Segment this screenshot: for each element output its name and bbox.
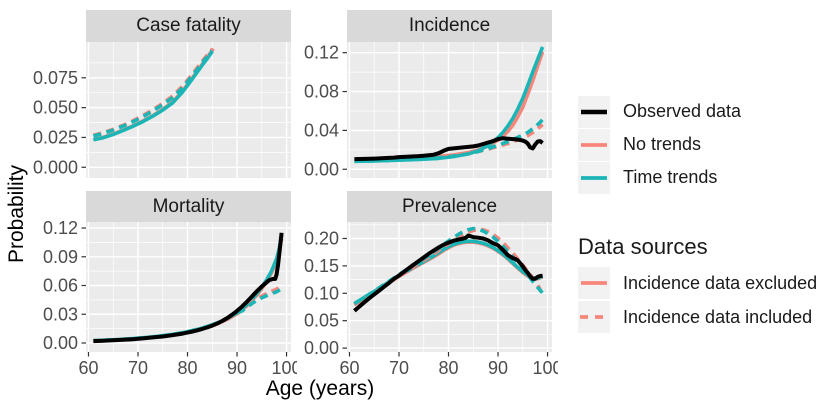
facet-strip-incidence: Incidence <box>347 10 552 42</box>
x-tick-label: 90 <box>227 358 247 378</box>
x-tick-label: 60 <box>339 358 359 378</box>
series-line-observed-data <box>353 233 543 313</box>
legend-data-sources-title: Data sources <box>578 234 708 259</box>
legend-key-dashed-line <box>578 301 610 333</box>
plot-panel-mortality: 0.00 0.03 0.06 0.09 0.12 60 70 80 90 100 <box>43 218 297 378</box>
y-tick-label: 0.09 <box>43 247 78 267</box>
y-tick-label: 0.20 <box>304 228 339 248</box>
y-tick-label: 0.050 <box>33 98 78 118</box>
facet-strip-label: Prevalence <box>401 195 498 217</box>
x-tick-label: 60 <box>78 358 98 378</box>
x-tick-label: 70 <box>128 358 148 378</box>
y-tick-label: 0.03 <box>43 304 78 324</box>
facet-strip-prevalence: Prevalence <box>347 191 552 222</box>
y-tick-label: 0.06 <box>43 276 78 296</box>
legend-item-observed-data: Observed data <box>578 95 741 128</box>
y-tick-label: 0.00 <box>43 333 78 353</box>
no-trends-line-icon <box>581 142 607 147</box>
legend-label: Incidence data excluded <box>623 272 818 293</box>
y-tick-label: 0.12 <box>304 43 339 63</box>
x-tick-label: 70 <box>389 358 409 378</box>
x-tick-label: 80 <box>438 358 458 378</box>
y-tick-label: 0.000 <box>33 157 78 177</box>
legend-item-time-trends: Time trends <box>578 161 741 194</box>
legend-label: Time trends <box>623 167 718 187</box>
legend-item-incidence-included: Incidence data included <box>578 300 817 334</box>
legend-key-no-trends <box>578 128 610 161</box>
legend-item-no-trends: No trends <box>578 128 741 161</box>
x-tick-label: 100 <box>533 358 558 378</box>
solid-line-icon <box>581 281 607 285</box>
facet-strip-case-fatality: Case fatality <box>86 10 291 42</box>
legend-models: Observed data No trends Time trends <box>578 95 741 194</box>
legend-label: Incidence data included <box>623 306 813 327</box>
series-line-observed-data <box>354 136 544 162</box>
y-tick-label: 0.025 <box>33 127 78 147</box>
y-tick-label: 0.12 <box>43 218 78 238</box>
legend-label: No trends <box>623 134 702 154</box>
observed-line-icon <box>581 109 607 114</box>
y-tick-label: 0.08 <box>304 82 339 102</box>
series-line-time-trends <box>93 50 214 142</box>
y-tick-label: 0.04 <box>304 120 339 140</box>
plot-panel-incidence: 0.00 0.04 0.08 0.12 <box>304 42 552 179</box>
facet-strip-label: Mortality <box>152 195 225 217</box>
series-line-observed-data <box>93 232 284 344</box>
x-tick-label: 100 <box>272 358 297 378</box>
facet-strip-mortality: Mortality <box>86 191 291 222</box>
y-tick-label: 0.05 <box>304 311 339 331</box>
legend-data-sources: Incidence data excluded Incidence data i… <box>578 266 817 334</box>
x-axis-title: Age (years) <box>265 377 375 400</box>
x-tick-label: 80 <box>177 358 197 378</box>
y-tick-label: 0.15 <box>304 256 339 276</box>
legend-item-incidence-excluded: Incidence data excluded <box>578 266 817 300</box>
facet-strip-label: Case fatality <box>136 15 241 36</box>
legend-key-observed <box>578 95 610 128</box>
legend-label: Observed data <box>623 101 742 121</box>
y-tick-label: 0.10 <box>304 283 339 303</box>
time-trends-line-icon <box>581 175 607 180</box>
y-tick-label: 0.00 <box>304 338 339 358</box>
dashed-line-icon <box>580 315 608 319</box>
x-tick-label: 90 <box>488 358 508 378</box>
panel-background <box>86 42 291 178</box>
series-line-time-trends-dashed <box>92 49 214 138</box>
facet-strip-label: Incidence <box>408 15 491 36</box>
series-line-no-trends-dashed <box>353 227 545 307</box>
plot-panel-case-fatality: 0.000 0.025 0.050 0.075 <box>33 42 291 178</box>
legend-key-solid-line <box>578 267 610 299</box>
y-tick-label: 0.00 <box>304 159 339 179</box>
series-line-time-trends-dashed <box>354 118 544 164</box>
legend-key-time-trends <box>578 161 610 194</box>
plot-panel-prevalence: 0.00 0.05 0.10 0.15 0.20 60 70 80 90 100 <box>304 222 558 378</box>
y-tick-label: 0.075 <box>33 68 78 88</box>
